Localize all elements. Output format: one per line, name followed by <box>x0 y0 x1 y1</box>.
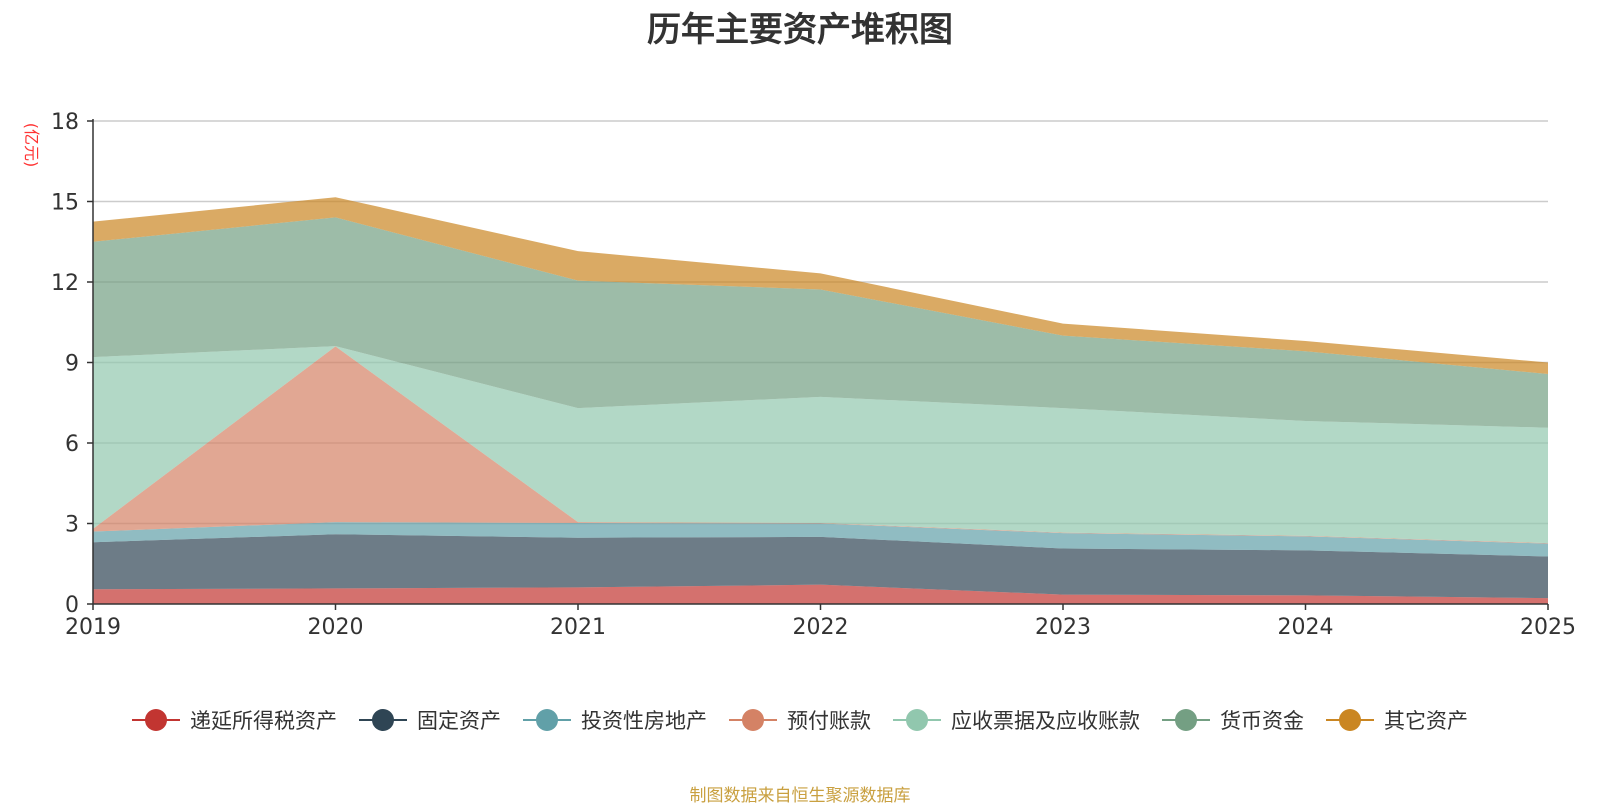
y-tick-label-12: 12 <box>51 271 79 296</box>
x-tick-label-2019: 2019 <box>65 615 121 640</box>
legend-label: 递延所得税资产 <box>190 709 337 733</box>
source-note: 制图数据来自恒生聚源数据库 <box>689 786 911 806</box>
legend-item-5[interactable]: 货币资金 <box>1162 705 1304 735</box>
area-series-2 <box>93 522 1548 557</box>
x-tick-label-2024: 2024 <box>1278 615 1334 640</box>
legend-label: 投资性房地产 <box>581 709 707 733</box>
legend-swatch-icon <box>359 709 407 731</box>
legend-swatch-dot <box>536 709 558 731</box>
legend-item-0[interactable]: 递延所得税资产 <box>132 705 337 735</box>
y-tick-label-15: 15 <box>51 191 79 216</box>
area-series-0 <box>93 584 1548 604</box>
legend-label: 应收票据及应收账款 <box>951 709 1140 733</box>
legend-swatch-icon <box>523 709 571 731</box>
x-tick-label-2025: 2025 <box>1520 615 1576 640</box>
legend-label: 货币资金 <box>1220 709 1304 733</box>
legend-item-3[interactable]: 预付账款 <box>729 705 871 735</box>
y-tick-label-18: 18 <box>51 110 79 135</box>
legend-swatch-dot <box>1339 709 1361 731</box>
area-series-1 <box>93 534 1548 599</box>
area-series <box>93 197 1548 604</box>
legend-swatch-icon <box>729 709 777 731</box>
x-tick-label-2022: 2022 <box>793 615 849 640</box>
y-tick-label-9: 9 <box>65 352 79 377</box>
chart-title: 历年主要资产堆积图 <box>647 10 953 50</box>
area-series-4 <box>93 346 1548 544</box>
legend-label: 固定资产 <box>417 709 501 733</box>
legend-swatch-dot <box>372 709 394 731</box>
legend-swatch-dot <box>742 709 764 731</box>
y-tick-label-3: 3 <box>65 513 79 538</box>
legend-item-6[interactable]: 其它资产 <box>1326 705 1468 735</box>
x-tick-label-2023: 2023 <box>1035 615 1091 640</box>
legend-swatch-dot <box>145 709 167 731</box>
x-tick-label-2021: 2021 <box>550 615 606 640</box>
legend-swatch-dot <box>906 709 928 731</box>
axes: 0 3 6 9 12 15 18 2019 2020 2021 2022 2023 2024 2025 <box>51 110 1576 640</box>
area-series-3 <box>93 346 1548 544</box>
legend-item-4[interactable]: 应收票据及应收账款 <box>893 705 1140 735</box>
legend-item-2[interactable]: 投资性房地产 <box>523 705 707 735</box>
legend-swatch-dot <box>1175 709 1197 731</box>
legend-swatch-icon <box>1162 709 1210 731</box>
area-series-5 <box>93 217 1548 428</box>
legend: 递延所得税资产 固定资产 投资性房地产 预付账款 应收票据及应收账款 货币资金 其它资产 <box>0 700 1600 740</box>
legend-label: 其它资产 <box>1384 709 1468 733</box>
area-series-6 <box>93 197 1548 375</box>
legend-item-1[interactable]: 固定资产 <box>359 705 501 735</box>
legend-swatch-icon <box>1326 709 1374 731</box>
x-tick-label-2020: 2020 <box>308 615 364 640</box>
legend-swatch-icon <box>893 709 941 731</box>
y-tick-label-0: 0 <box>65 593 79 618</box>
y-axis-label: (亿元) <box>22 123 41 168</box>
y-tick-label-6: 6 <box>65 432 79 457</box>
legend-swatch-icon <box>132 709 180 731</box>
legend-label: 预付账款 <box>787 709 871 733</box>
